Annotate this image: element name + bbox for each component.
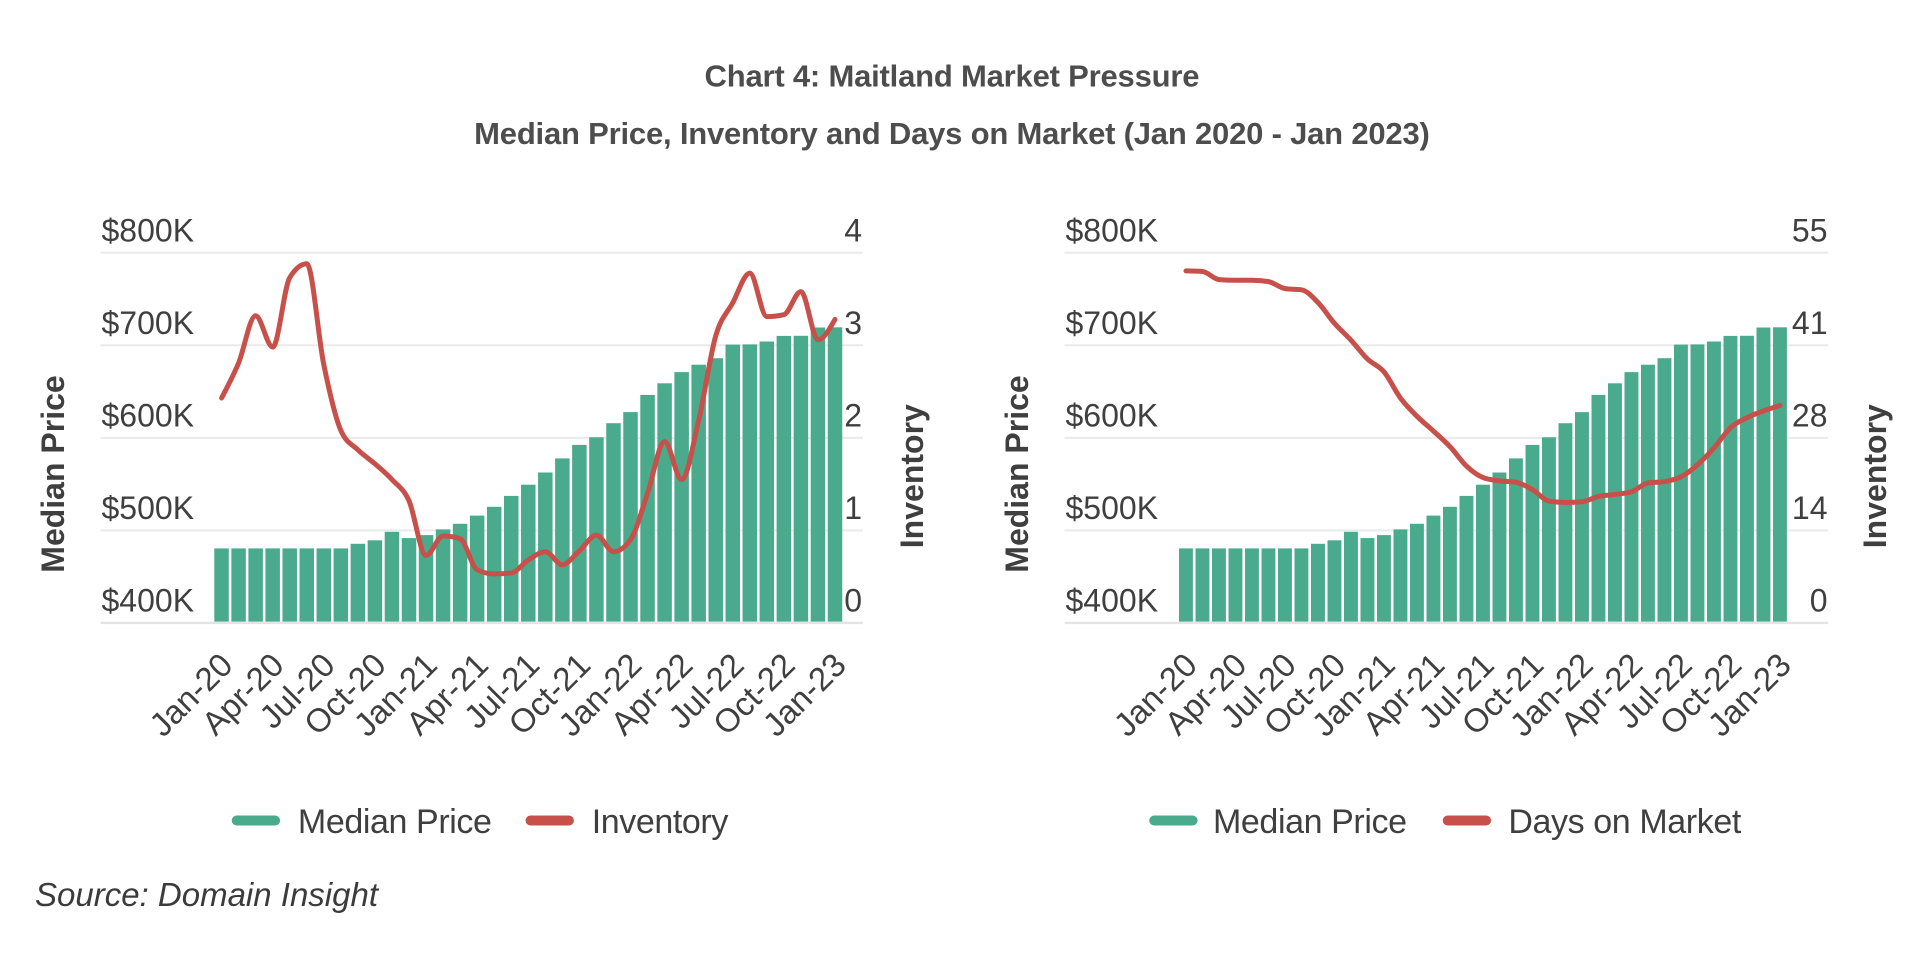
svg-text:Inventory: Inventory (592, 803, 729, 841)
svg-text:Median Price, Inventory and Da: Median Price, Inventory and Days on Mark… (474, 116, 1429, 151)
svg-text:$600K: $600K (102, 398, 195, 434)
svg-text:Chart 4: Maitland Market Press: Chart 4: Maitland Market Pressure (705, 58, 1200, 93)
svg-text:Median Price: Median Price (1213, 803, 1407, 841)
svg-text:Days on Market: Days on Market (1508, 803, 1741, 841)
svg-text:$400K: $400K (1066, 583, 1159, 619)
svg-text:$700K: $700K (102, 305, 195, 341)
svg-text:$800K: $800K (1066, 212, 1159, 248)
svg-text:$500K: $500K (1066, 490, 1159, 526)
svg-text:4: 4 (844, 212, 862, 248)
svg-text:Inventory: Inventory (894, 404, 930, 548)
svg-text:1: 1 (844, 490, 862, 526)
svg-text:2: 2 (844, 398, 862, 434)
svg-text:55: 55 (1792, 212, 1828, 248)
svg-text:$600K: $600K (1066, 398, 1159, 434)
svg-text:28: 28 (1792, 398, 1828, 434)
svg-text:Median Price: Median Price (298, 803, 492, 841)
svg-text:0: 0 (1810, 583, 1828, 619)
svg-text:14: 14 (1792, 490, 1828, 526)
svg-text:$400K: $400K (102, 583, 195, 619)
svg-text:3: 3 (844, 305, 862, 341)
svg-text:$800K: $800K (102, 212, 195, 248)
svg-text:Inventory: Inventory (1857, 404, 1893, 548)
svg-text:Median Price: Median Price (999, 375, 1035, 572)
svg-text:Source: Domain Insight: Source: Domain Insight (35, 876, 380, 913)
svg-text:0: 0 (844, 583, 862, 619)
svg-text:$700K: $700K (1066, 305, 1159, 341)
svg-text:41: 41 (1792, 305, 1828, 341)
svg-text:Median Price: Median Price (35, 375, 71, 572)
svg-text:$500K: $500K (102, 490, 195, 526)
